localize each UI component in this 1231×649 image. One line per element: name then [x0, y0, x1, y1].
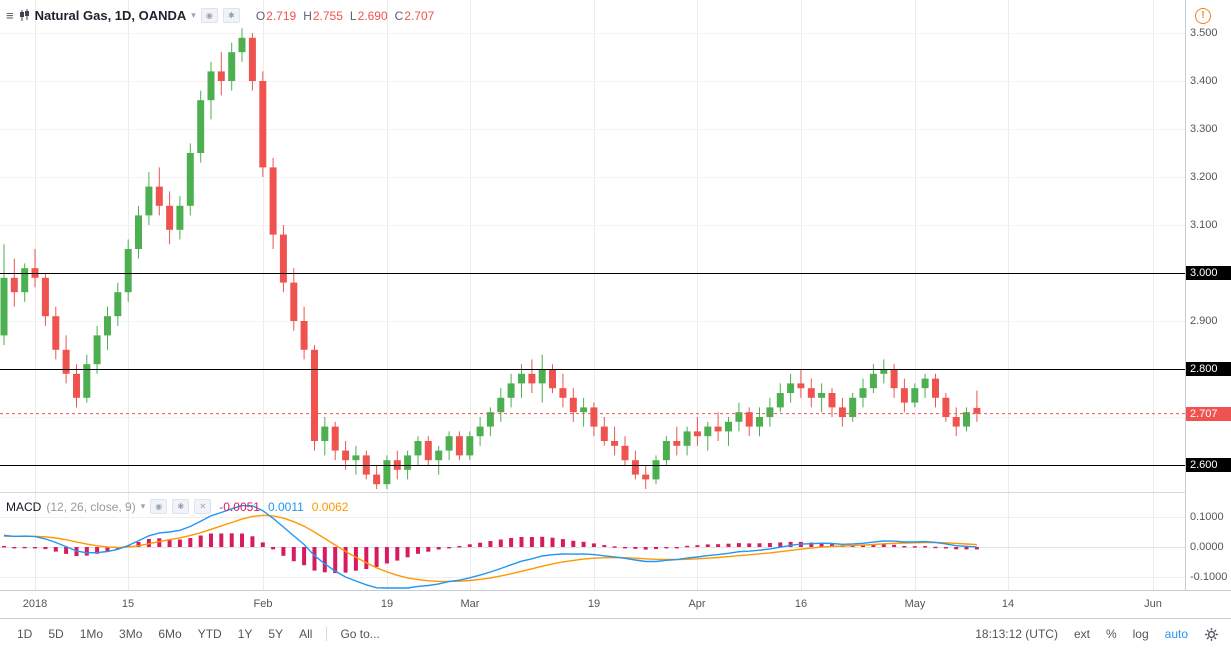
price-level-badge: 2.800 — [1186, 362, 1231, 376]
range-button-5y[interactable]: 5Y — [268, 627, 284, 641]
high-label: H — [303, 8, 312, 23]
price-tick-label: 3.500 — [1190, 27, 1218, 39]
time-tick-label: Apr — [688, 598, 706, 610]
goto-button[interactable]: Go to... — [340, 627, 380, 641]
symbol-title[interactable]: Natural Gas, 1D, OANDA — [34, 8, 187, 23]
time-tick-label: 15 — [121, 598, 135, 610]
low-value: 2.690 — [357, 8, 388, 23]
price-level-badge: 2.600 — [1186, 458, 1231, 472]
high-value: 2.755 — [312, 8, 343, 23]
eye-icon[interactable]: ◉ — [150, 499, 168, 514]
settings-icon[interactable]: ✱ — [172, 499, 190, 514]
macd-legend: MACD (12, 26, close, 9) ▾ ◉ ✱ ✕ -0.0051 … — [6, 499, 348, 514]
price-axis[interactable]: ! 3.500 3.400 3.300 3.200 3.100 2.900 3.000 2.8… — [1185, 0, 1231, 590]
indicator-name[interactable]: MACD — [6, 499, 42, 514]
indicator-params: (12, 26, close, 9) — [46, 499, 136, 514]
bottom-toolbar: 1D 5D 1Mo 3Mo 6Mo YTD 1Y 5Y All Go to... 18:13:1… — [0, 618, 1231, 649]
candlestick-chart[interactable] — [0, 0, 1185, 590]
scale-mode-percent[interactable]: % — [1105, 627, 1117, 641]
macd-line-value: 0.0011 — [267, 499, 304, 514]
range-button-1y[interactable]: 1Y — [237, 627, 253, 641]
close-icon[interactable]: ✕ — [194, 499, 212, 514]
chevron-down-icon[interactable]: ▾ — [191, 10, 196, 20]
toolbar-divider — [326, 627, 328, 641]
range-buttons: 1D 5D 1Mo 3Mo 6Mo YTD 1Y 5Y All — [10, 624, 319, 644]
pane-separator[interactable] — [0, 492, 1231, 493]
warning-icon[interactable]: ! — [1195, 8, 1211, 24]
range-button-6mo[interactable]: 6Mo — [158, 627, 182, 641]
candlestick-chart-icon — [19, 9, 30, 22]
settings-icon[interactable]: ✱ — [222, 8, 240, 23]
chevron-down-icon[interactable]: ▾ — [140, 501, 146, 511]
scale-mode-log[interactable]: log — [1132, 627, 1149, 641]
range-button-3mo[interactable]: 3Mo — [119, 627, 143, 641]
clock[interactable]: 18:13:12 (UTC) — [975, 627, 1058, 641]
low-label: L — [349, 8, 357, 23]
range-button-ytd[interactable]: YTD — [197, 627, 222, 641]
range-button-5d[interactable]: 5D — [48, 627, 64, 641]
time-tick-label: Mar — [460, 598, 480, 610]
last-price-badge: 2.707 — [1186, 406, 1231, 421]
eye-icon[interactable]: ◉ — [200, 8, 218, 23]
open-value: 2.719 — [266, 8, 297, 23]
macd-tick-label: -0.1000 — [1190, 571, 1228, 583]
chart-plot-area[interactable]: ≡ Natural Gas, 1D, OANDA ▾ ◉ ✱ O2.719 H2.… — [0, 0, 1185, 590]
time-tick-label: May — [904, 598, 926, 610]
macd-signal-value: 0.0062 — [311, 499, 349, 514]
time-tick-label: 19 — [587, 598, 601, 610]
price-tick-label: 3.200 — [1190, 171, 1218, 183]
menu-icon[interactable]: ≡ — [6, 8, 14, 23]
time-tick-label: 19 — [380, 598, 394, 610]
range-button-1mo[interactable]: 1Mo — [79, 627, 104, 641]
macd-tick-label: 0.0000 — [1190, 541, 1224, 553]
time-tick-label: Jun — [1144, 598, 1162, 610]
symbol-legend: ≡ Natural Gas, 1D, OANDA ▾ ◉ ✱ O2.719 H2.… — [6, 8, 434, 23]
price-tick-label: 2.900 — [1190, 315, 1218, 327]
close-value: 2.707 — [404, 8, 435, 23]
price-tick-label: 3.400 — [1190, 75, 1218, 87]
time-tick-label: 16 — [794, 598, 808, 610]
macd-tick-label: 0.1000 — [1190, 511, 1224, 523]
time-tick-label: 14 — [1001, 598, 1015, 610]
macd-histogram-value: -0.0051 — [219, 499, 260, 514]
time-tick-label: Feb — [253, 598, 273, 610]
close-label: C — [394, 8, 404, 23]
auto-scale-button[interactable]: auto — [1164, 627, 1188, 641]
ohlc-readout: O2.719 H2.755 L2.690 C2.707 — [249, 9, 435, 23]
range-button-1d[interactable]: 1D — [17, 627, 33, 641]
open-label: O — [255, 8, 266, 23]
scale-modes: ext% log — [1058, 627, 1149, 641]
time-tick-label: 2018 — [22, 598, 48, 610]
price-tick-label: 3.300 — [1190, 123, 1218, 135]
price-level-badge: 3.000 — [1186, 266, 1231, 280]
scale-mode-ext[interactable]: ext — [1073, 627, 1090, 641]
range-button-all[interactable]: All — [299, 627, 313, 641]
gear-icon[interactable] — [1204, 627, 1219, 642]
time-axis[interactable]: 2018 15 Feb 19 Mar 19 Apr 16 May 14 Jun — [0, 590, 1231, 618]
price-tick-label: 3.100 — [1190, 219, 1218, 231]
